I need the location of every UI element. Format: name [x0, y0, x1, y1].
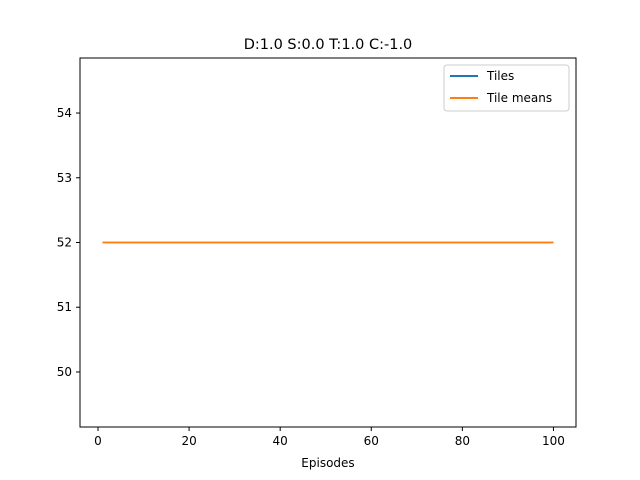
y-tick-label: 52 [57, 236, 72, 250]
x-tick-label: 60 [364, 434, 379, 448]
y-tick-label: 50 [57, 365, 72, 379]
legend-entry-label: Tiles [486, 69, 514, 83]
x-tick-label: 40 [273, 434, 288, 448]
legend-entry-label: Tile means [486, 91, 552, 105]
x-tick-label: 100 [542, 434, 565, 448]
y-tick-label: 51 [57, 300, 72, 314]
x-tick-label: 80 [455, 434, 470, 448]
chart-title: D:1.0 S:0.0 T:1.0 C:-1.0 [244, 37, 413, 53]
x-axis-ticks: 0 20 40 60 80 100 [94, 427, 565, 448]
y-tick-label: 54 [57, 106, 72, 120]
x-axis-label: Episodes [301, 456, 354, 470]
y-axis-ticks: 50 51 52 53 54 [57, 106, 80, 379]
y-tick-label: 53 [57, 171, 72, 185]
x-tick-label: 0 [94, 434, 102, 448]
legend: Tiles Tile means [443, 64, 570, 112]
x-tick-label: 20 [181, 434, 196, 448]
